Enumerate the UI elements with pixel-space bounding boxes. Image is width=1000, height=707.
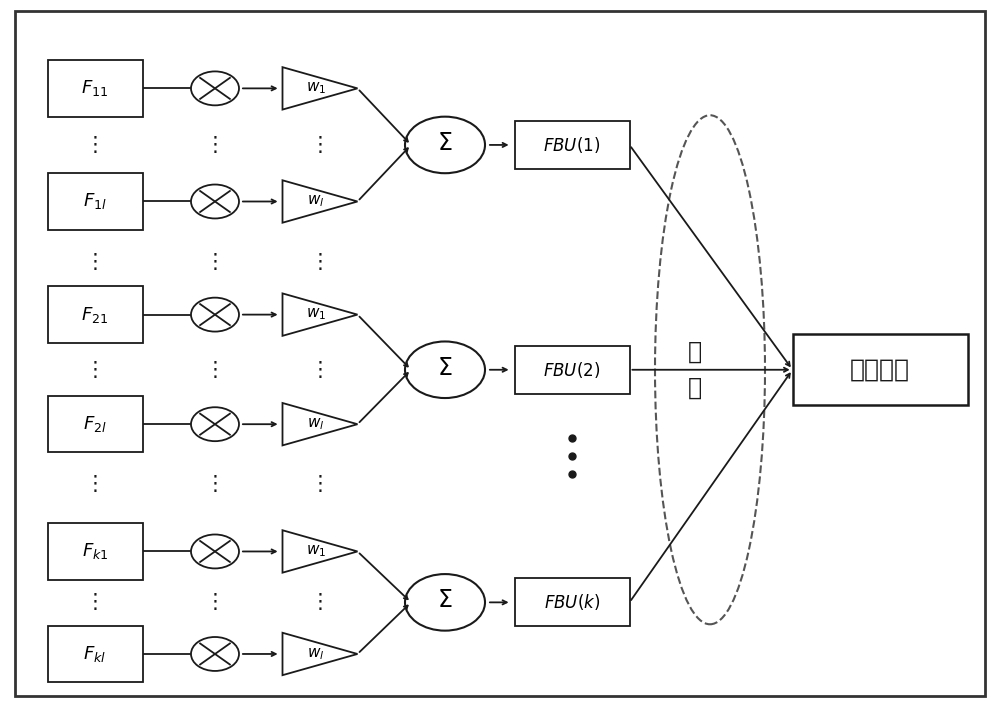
Polygon shape <box>283 67 358 110</box>
Bar <box>48 173 143 230</box>
Text: $\Sigma$: $\Sigma$ <box>437 590 453 612</box>
Bar <box>792 334 968 405</box>
Text: 决: 决 <box>688 375 702 399</box>
Text: $F_{kl}$: $F_{kl}$ <box>83 644 107 664</box>
Text: $w_l$: $w_l$ <box>307 416 325 432</box>
Circle shape <box>405 574 485 631</box>
Text: ⋮: ⋮ <box>85 360 105 380</box>
Text: ⋮: ⋮ <box>85 135 105 155</box>
Text: ⋮: ⋮ <box>85 252 105 271</box>
Text: $FBU(1)$: $FBU(1)$ <box>543 135 601 155</box>
Circle shape <box>191 637 239 671</box>
Bar <box>514 346 630 394</box>
Text: ⋮: ⋮ <box>310 360 330 380</box>
Bar <box>48 60 143 117</box>
Bar <box>48 286 143 343</box>
Bar <box>48 523 143 580</box>
Text: $F_{11}$: $F_{11}$ <box>81 78 109 98</box>
Text: $w_1$: $w_1$ <box>306 307 326 322</box>
Circle shape <box>405 117 485 173</box>
Polygon shape <box>283 530 358 573</box>
Text: ⋮: ⋮ <box>85 592 105 612</box>
Bar <box>48 396 143 452</box>
Circle shape <box>191 534 239 568</box>
Text: ⋮: ⋮ <box>310 592 330 612</box>
Text: $F_{21}$: $F_{21}$ <box>81 305 109 325</box>
Text: ⋮: ⋮ <box>205 252 225 271</box>
Text: ⋮: ⋮ <box>310 135 330 155</box>
Text: $F_{1l}$: $F_{1l}$ <box>83 192 107 211</box>
Text: ⋮: ⋮ <box>205 135 225 155</box>
Polygon shape <box>283 633 358 675</box>
Text: 最优频段: 最优频段 <box>850 358 910 382</box>
Text: $F_{2l}$: $F_{2l}$ <box>83 414 107 434</box>
Bar <box>514 121 630 169</box>
Text: $w_1$: $w_1$ <box>306 81 326 96</box>
Text: $w_1$: $w_1$ <box>306 544 326 559</box>
Text: 判: 判 <box>688 340 702 364</box>
Text: $w_l$: $w_l$ <box>307 194 325 209</box>
Text: $w_l$: $w_l$ <box>307 646 325 662</box>
Polygon shape <box>283 180 358 223</box>
Text: $FBU(k)$: $FBU(k)$ <box>544 592 600 612</box>
Text: ⋮: ⋮ <box>205 474 225 494</box>
Bar <box>514 578 630 626</box>
Text: $\Sigma$: $\Sigma$ <box>437 132 453 155</box>
Bar <box>48 626 143 682</box>
Circle shape <box>191 407 239 441</box>
Text: ⋮: ⋮ <box>205 360 225 380</box>
Text: ⋮: ⋮ <box>85 474 105 494</box>
Text: ⋮: ⋮ <box>205 592 225 612</box>
Text: $FBU(2)$: $FBU(2)$ <box>543 360 601 380</box>
Text: $F_{k1}$: $F_{k1}$ <box>82 542 108 561</box>
Circle shape <box>191 185 239 218</box>
Text: ⋮: ⋮ <box>310 474 330 494</box>
Circle shape <box>191 298 239 332</box>
Circle shape <box>405 341 485 398</box>
Circle shape <box>191 71 239 105</box>
Polygon shape <box>283 293 358 336</box>
Text: ⋮: ⋮ <box>310 252 330 271</box>
Polygon shape <box>283 403 358 445</box>
Text: $\Sigma$: $\Sigma$ <box>437 357 453 380</box>
